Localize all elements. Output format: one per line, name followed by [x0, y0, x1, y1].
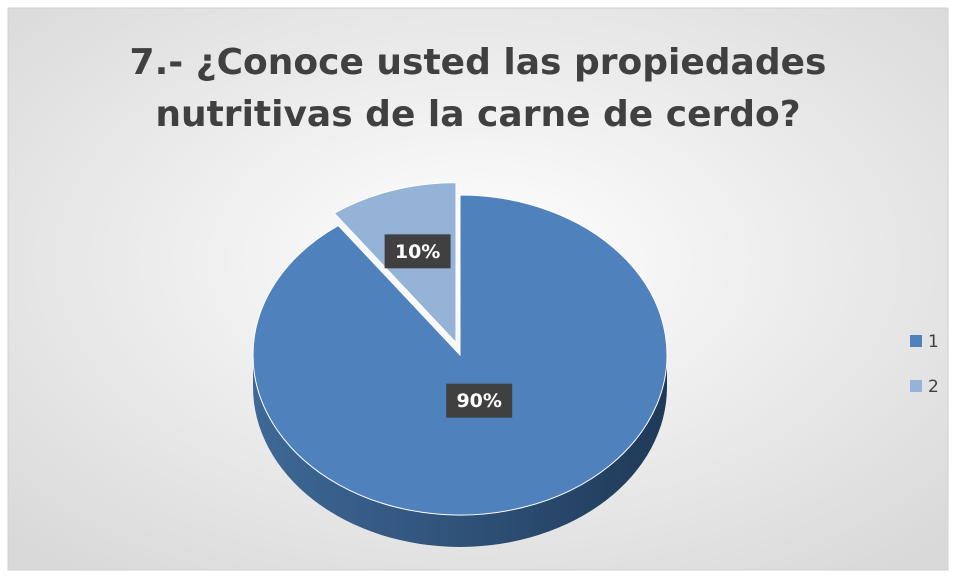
data-label-box [384, 234, 451, 269]
legend-swatch [910, 380, 922, 392]
labels: 90% 10% [384, 234, 513, 418]
slice [252, 194, 668, 516]
data-label: 10% [395, 241, 440, 263]
legend-label: 2 [928, 377, 939, 397]
pie [252, 182, 668, 547]
chart-title: 7.- ¿Conoce usted las propiedades [130, 42, 827, 83]
legend-swatch [910, 335, 922, 347]
data-label-box [446, 383, 513, 418]
data-label: 90% [456, 390, 501, 412]
slice-side [253, 355, 667, 547]
chart-title: nutritivas de la carne de cerdo? [155, 94, 800, 135]
legend-label: 1 [928, 332, 939, 352]
legend: 12 [910, 332, 939, 397]
